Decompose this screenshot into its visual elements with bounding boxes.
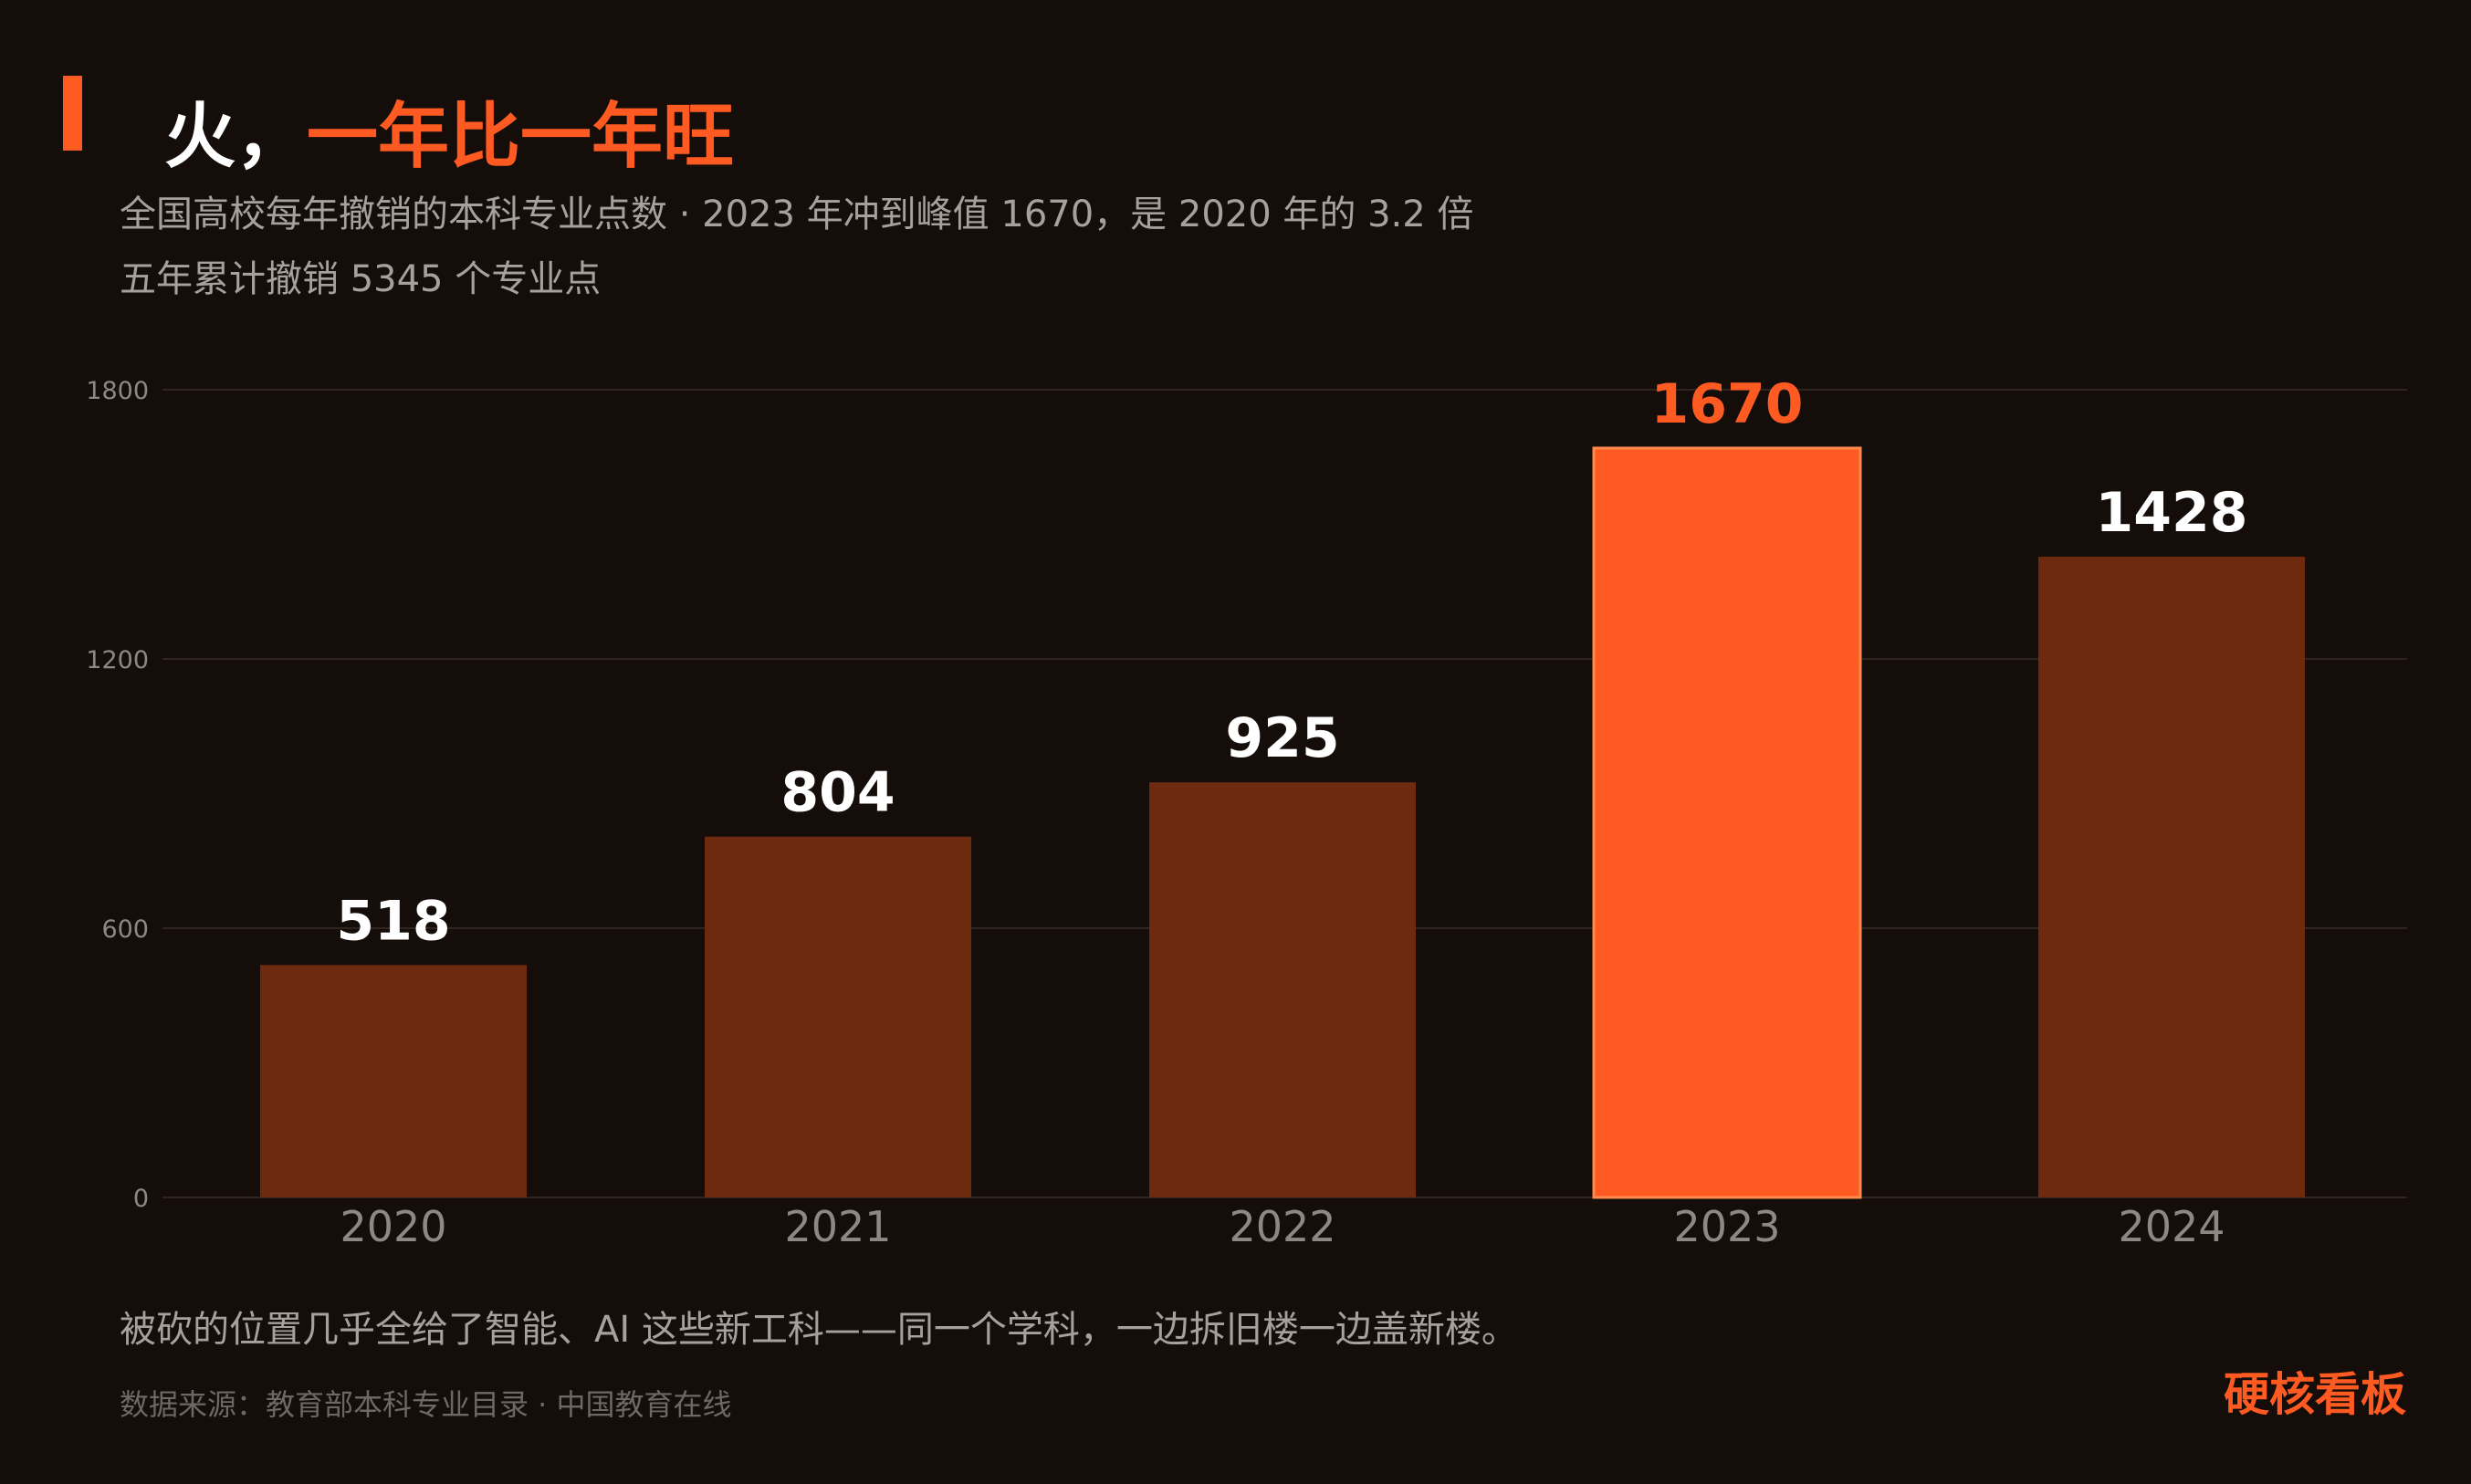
footer-note: 被砍的位置几乎全给了智能、AI 这些新工科——同一个学科，一边拆旧楼一边盖新楼。: [120, 1309, 1518, 1351]
x-tick-label-2022: 2022: [1229, 1202, 1335, 1251]
x-tick-label-2024: 2024: [2118, 1202, 2225, 1251]
data-label-2020: 518: [336, 889, 450, 953]
x-tick-label-2021: 2021: [784, 1202, 891, 1251]
title-accent-bar: [63, 76, 82, 151]
bar-2022: [1149, 782, 1416, 1197]
title-prefix: 火，: [164, 96, 308, 178]
y-tick-label: 600: [101, 915, 149, 944]
title-highlight: 一年比一年旺: [307, 96, 735, 178]
y-tick-label: 0: [133, 1185, 149, 1213]
data-label-2022: 925: [1225, 706, 1339, 770]
data-source: 数据来源：教育部本科专业目录 · 中国教育在线: [120, 1387, 732, 1422]
bar-2021: [705, 836, 971, 1197]
subtitle-line-1: 全国高校每年撤销的本科专业点数 · 2023 年冲到峰值 1670，是 2020…: [120, 193, 1474, 235]
subtitle-line-2: 五年累计撤销 5345 个专业点: [120, 258, 602, 300]
bar-2024: [2038, 556, 2305, 1197]
y-tick-label: 1800: [86, 377, 149, 405]
y-tick-label: 1200: [86, 646, 149, 674]
page-title: 火，一年比一年旺: [164, 87, 734, 187]
data-label-2024: 1428: [2096, 481, 2248, 545]
x-tick-label-2023: 2023: [1673, 1202, 1780, 1251]
x-tick-label-2020: 2020: [340, 1202, 446, 1251]
brand-logo-text: 硬核看板: [2224, 1368, 2406, 1421]
data-label-2023: 1670: [1651, 372, 1804, 436]
bar-2020: [260, 965, 527, 1197]
data-label-2021: 804: [780, 761, 895, 825]
bar-2023: [1592, 446, 1862, 1199]
